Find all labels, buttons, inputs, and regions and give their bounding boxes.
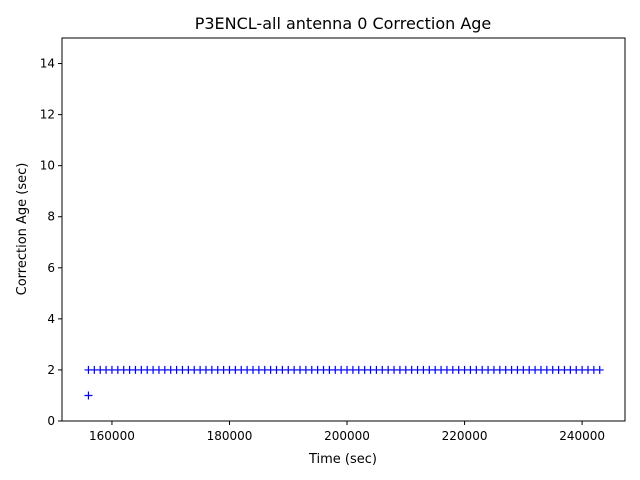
x-tick-label: 200000 bbox=[324, 429, 370, 443]
x-tick-label: 180000 bbox=[207, 429, 253, 443]
y-tick-label: 10 bbox=[40, 159, 55, 173]
y-axis-label: Correction Age (sec) bbox=[15, 163, 30, 296]
x-tick-label: 220000 bbox=[442, 429, 488, 443]
y-tick-label: 8 bbox=[47, 210, 55, 224]
y-tick-label: 2 bbox=[47, 363, 55, 377]
y-tick-label: 6 bbox=[47, 261, 55, 275]
y-tick-label: 12 bbox=[40, 108, 55, 122]
y-tick-label: 0 bbox=[47, 414, 55, 428]
point bbox=[84, 391, 93, 400]
chart-title: P3ENCL-all antenna 0 Correction Age bbox=[195, 14, 492, 33]
x-tick-label: 160000 bbox=[89, 429, 135, 443]
point bbox=[595, 365, 604, 374]
y-tick-label: 14 bbox=[40, 57, 55, 71]
y-tick-label: 4 bbox=[47, 312, 55, 326]
x-tick-label: 240000 bbox=[559, 429, 605, 443]
x-axis-label: Time (sec) bbox=[308, 452, 377, 467]
plot-frame bbox=[61, 37, 626, 422]
